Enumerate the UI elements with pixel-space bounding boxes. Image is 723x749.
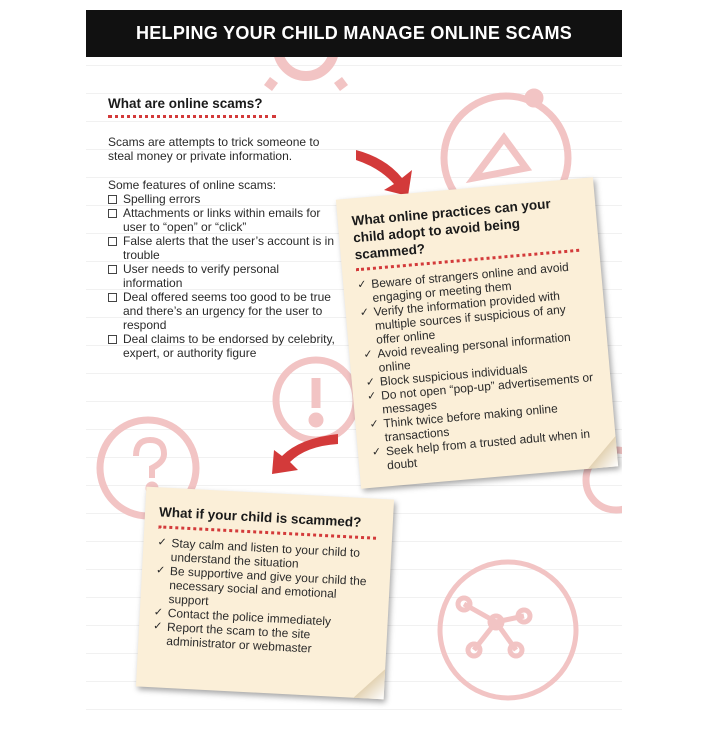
- check-icon: ✓: [366, 390, 377, 403]
- network-icon: [437, 559, 579, 701]
- practices-list: ✓ Beware of strangers online and avoid en…: [357, 258, 605, 473]
- check-icon: ✓: [362, 348, 374, 361]
- list-item-text: Attachments or links within emails for u…: [123, 206, 321, 234]
- check-icon: ✓: [157, 536, 168, 549]
- checkbox-icon: [108, 195, 117, 204]
- folded-corner: [353, 667, 386, 700]
- checkbox-icon: [108, 293, 117, 302]
- list-item-text: Deal claims to be endorsed by celebrity,…: [123, 332, 335, 360]
- page-title: HELPING YOUR CHILD MANAGE ONLINE SCAMS: [135, 23, 573, 43]
- check-icon: ✓: [153, 606, 164, 619]
- folded-corner: [585, 436, 619, 469]
- check-icon: ✓: [155, 564, 166, 577]
- checkbox-icon: [108, 209, 117, 218]
- check-icon: ✓: [359, 306, 370, 320]
- features-title: Some features of online scams:: [108, 178, 277, 192]
- exclamation-icon: [272, 356, 360, 444]
- features-list: Spelling errors Attachments or links wit…: [108, 192, 340, 360]
- dotted-divider: [108, 115, 276, 118]
- check-icon: ✓: [371, 445, 382, 459]
- list-item: Deal claims to be endorsed by celebrity,…: [108, 332, 340, 360]
- list-item-text: False alerts that the user’s account is …: [123, 234, 334, 262]
- list-item: Deal offered seems too good to be true a…: [108, 290, 340, 332]
- list-item: Attachments or links within emails for u…: [108, 206, 340, 234]
- check-icon: ✓: [365, 376, 376, 389]
- scammed-note: What if your child is scammed? ✓ Stay cal…: [135, 486, 395, 700]
- header-bar: HELPING YOUR CHILD MANAGE ONLINE SCAMS: [86, 10, 622, 57]
- checkbox-icon: [108, 237, 117, 246]
- list-item: User needs to verify personal informatio…: [108, 262, 340, 290]
- list-item: False alerts that the user’s account is …: [108, 234, 340, 262]
- scammed-list: ✓ Stay calm and listen to your child to u…: [152, 535, 382, 659]
- flyer-page: HELPING YOUR CHILD MANAGE ONLINE SCAMS W…: [86, 10, 622, 710]
- check-icon: ✓: [152, 620, 163, 633]
- list-item-text: Deal offered seems too good to be true a…: [123, 290, 331, 332]
- list-item-text: Spelling errors: [123, 192, 201, 206]
- checkbox-icon: [108, 335, 117, 344]
- check-icon: ✓: [369, 417, 380, 431]
- checkbox-icon: [108, 265, 117, 274]
- intro-text: Scams are attempts to trick someone to s…: [108, 135, 320, 163]
- practices-note: What online practices can your child ado…: [335, 177, 619, 489]
- list-item: Spelling errors: [108, 192, 340, 206]
- red-arrow-icon: [272, 434, 338, 474]
- red-arrow-icon: [356, 150, 412, 196]
- section-title: What are online scams?: [108, 96, 263, 111]
- check-icon: ✓: [356, 278, 368, 292]
- list-item-text: User needs to verify personal informatio…: [123, 262, 280, 290]
